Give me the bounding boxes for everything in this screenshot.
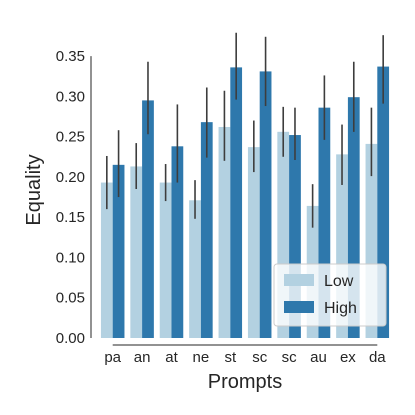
x-axis: pa an at ne st sc sc au ex da — [104, 344, 386, 366]
legend-swatch-high — [284, 301, 314, 313]
x-tick-label: at — [165, 349, 178, 366]
bar-high-au — [318, 107, 331, 338]
y-tick-label: 0.35 — [56, 48, 85, 65]
x-tick-label: ne — [193, 349, 210, 366]
legend-items: Low High — [284, 273, 357, 317]
y-axis-label: Equality — [23, 154, 45, 225]
legend-label-low: Low — [324, 273, 354, 290]
bar-high-pa — [112, 164, 125, 338]
x-tick-label: ex — [340, 349, 356, 366]
x-tick-label: an — [134, 349, 151, 366]
bar-low-sc — [277, 131, 290, 338]
x-tick-label: au — [310, 349, 327, 366]
bar-low-ne — [189, 200, 201, 338]
y-tick-label: 0.25 — [56, 129, 85, 146]
x-ticks: pa an at ne st sc sc au ex da — [104, 349, 386, 366]
y-tick-label: 0.30 — [56, 88, 85, 105]
bar-low-sc — [247, 147, 260, 338]
legend-label-high: High — [324, 300, 357, 317]
x-tick-label: sc — [252, 349, 268, 366]
bar-high-ex — [347, 97, 360, 339]
y-tick-label: 0.15 — [56, 209, 85, 226]
y-axis: 0.00 0.05 0.10 0.15 0.20 0.25 0.30 0.35 — [56, 48, 92, 347]
bar-low-at — [159, 182, 172, 338]
bar-high-st — [230, 67, 243, 338]
bar-high-sc — [259, 71, 272, 338]
bar-low-st — [218, 126, 231, 338]
legend-swatch-low — [284, 274, 314, 286]
bar-low-pa — [100, 182, 113, 338]
bar-high-at — [171, 146, 184, 338]
bar-high-da — [377, 66, 390, 339]
bar-low-an — [130, 166, 143, 338]
bar-low-da — [365, 143, 378, 338]
bar-high-sc — [289, 135, 301, 338]
x-tick-label: st — [224, 349, 237, 366]
y-tick-label: 0.20 — [56, 169, 85, 186]
y-tick-label: 0.05 — [56, 290, 85, 307]
bar-high-ne — [200, 122, 213, 338]
y-ticks: 0.00 0.05 0.10 0.15 0.20 0.25 0.30 0.35 — [56, 48, 85, 347]
x-tick-label: pa — [104, 349, 121, 366]
y-tick-label: 0.00 — [56, 330, 85, 347]
x-axis-label: Prompts — [208, 371, 282, 393]
y-tick-label: 0.10 — [56, 249, 85, 266]
legend: Low High — [273, 263, 387, 327]
x-tick-label: da — [369, 349, 386, 366]
bar-low-ex — [336, 154, 348, 338]
bar-high-an — [142, 100, 154, 339]
error-bars — [106, 32, 384, 228]
x-tick-label: sc — [282, 349, 298, 366]
